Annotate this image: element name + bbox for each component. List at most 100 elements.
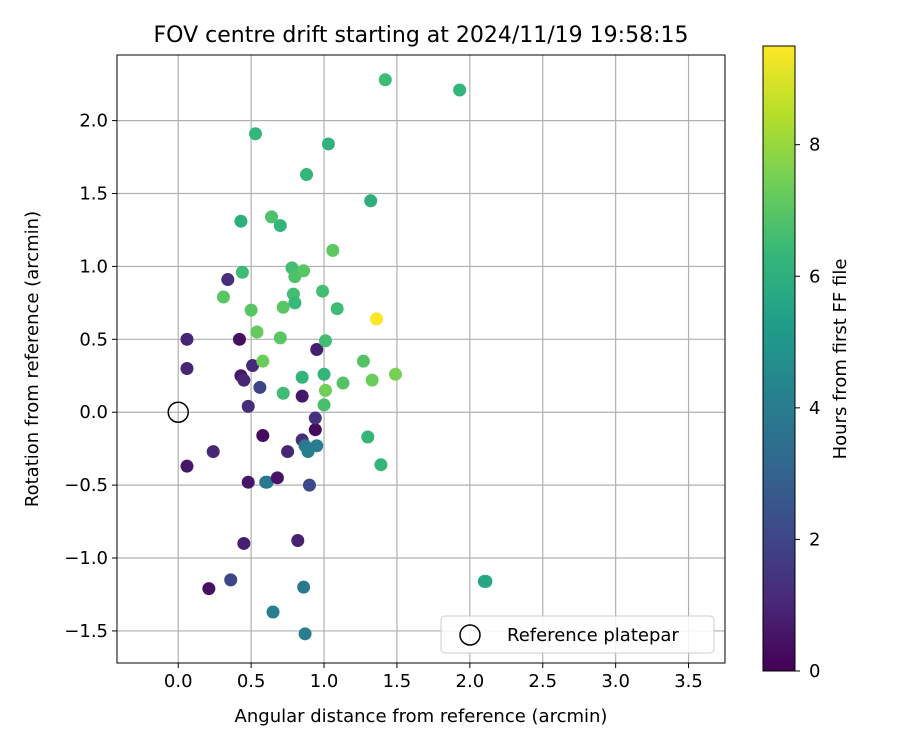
x-tick-label: 3.5: [674, 671, 703, 692]
data-point: [256, 354, 270, 368]
data-point: [365, 373, 379, 387]
data-point: [246, 359, 260, 373]
y-tick-label: −1.0: [64, 548, 108, 569]
legend-marker-open-circle: [459, 624, 481, 646]
data-point: [288, 296, 302, 310]
data-point: [232, 332, 246, 346]
data-point: [224, 573, 238, 587]
reference-marker: [167, 401, 189, 423]
data-point: [281, 445, 295, 459]
data-point: [318, 383, 332, 397]
colorbar: [762, 45, 796, 672]
data-point: [297, 580, 311, 594]
y-tick-label: 1.5: [79, 184, 108, 205]
data-point: [266, 605, 280, 619]
x-tick-label: 1.5: [383, 671, 412, 692]
chart-title: FOV centre drift starting at 2024/11/19 …: [154, 23, 689, 48]
data-point: [291, 534, 305, 548]
data-point: [310, 439, 324, 453]
data-point: [250, 325, 264, 339]
x-tick-label: 2.0: [456, 671, 485, 692]
data-point: [221, 273, 235, 287]
y-tick-label: −0.5: [64, 475, 108, 496]
data-point: [298, 627, 312, 641]
x-ticks: 0.0 0.5 1.0 1.5 2.0 2.5 3.0 3.5: [164, 663, 703, 692]
legend-label: Reference platepar: [507, 625, 679, 646]
x-tick-label: 3.0: [601, 671, 630, 692]
y-ticks: −1.5 −1.0 −0.5 0.0 0.5 1.0 1.5 2.0: [64, 111, 117, 642]
y-tick-label: 1.0: [79, 256, 108, 277]
data-point: [237, 536, 251, 550]
data-point: [364, 194, 378, 208]
data-point: [388, 367, 402, 381]
data-point: [317, 367, 331, 381]
data-point: [234, 214, 248, 228]
data-point: [265, 210, 279, 224]
data-point: [317, 398, 331, 412]
data-point: [180, 332, 194, 346]
data-point: [270, 471, 284, 485]
data-point: [241, 475, 255, 489]
x-tick-label: 0.5: [237, 671, 266, 692]
y-tick-label: 0.0: [79, 402, 108, 423]
data-points: [180, 73, 493, 641]
data-point: [453, 83, 467, 97]
data-point: [202, 582, 216, 596]
grid-lines: [117, 55, 725, 663]
colorbar-tick-label: 2: [809, 529, 820, 550]
colorbar-label: Hours from first FF file: [830, 259, 851, 460]
data-point: [253, 380, 267, 394]
colorbar-ticks: 0 2 4 6 8: [795, 135, 820, 682]
data-point: [308, 423, 322, 437]
data-point: [244, 303, 258, 317]
data-point: [241, 399, 255, 413]
data-point: [318, 334, 332, 348]
data-point: [361, 430, 375, 444]
x-tick-label: 1.0: [310, 671, 339, 692]
data-point: [308, 411, 322, 425]
y-tick-label: 2.0: [79, 111, 108, 132]
data-point: [276, 300, 290, 314]
data-point: [180, 459, 194, 473]
data-point: [310, 343, 324, 357]
data-point: [300, 168, 314, 182]
data-point: [330, 302, 344, 316]
data-point: [235, 265, 249, 279]
x-tick-label: 0.0: [164, 671, 193, 692]
data-point: [295, 370, 309, 384]
data-point: [273, 219, 287, 233]
legend-box: [440, 615, 715, 654]
plot-frame: [116, 54, 726, 664]
data-point: [256, 429, 270, 443]
y-tick-label: −1.5: [64, 621, 108, 642]
data-point: [180, 361, 194, 375]
y-axis-label: Rotation from reference (arcmin): [22, 211, 43, 507]
data-point: [276, 386, 290, 400]
data-point: [260, 475, 274, 489]
x-axis-label: Angular distance from reference (arcmin): [235, 706, 608, 727]
legend: Reference platepar: [440, 615, 715, 654]
data-point: [356, 354, 370, 368]
reference-platepar-point: [167, 401, 189, 423]
data-point: [273, 331, 287, 345]
data-point: [216, 290, 230, 304]
data-point: [206, 445, 220, 459]
data-point: [479, 574, 493, 588]
data-point: [297, 264, 311, 278]
colorbar-tick-label: 6: [809, 266, 820, 287]
colorbar-tick-label: 4: [809, 398, 820, 419]
data-point: [321, 137, 335, 151]
data-point: [316, 284, 330, 298]
data-point: [370, 312, 384, 326]
y-tick-label: 0.5: [79, 329, 108, 350]
data-point: [295, 389, 309, 403]
colorbar-tick-label: 0: [809, 661, 820, 682]
data-point: [302, 478, 316, 492]
data-point: [336, 376, 350, 390]
data-point: [237, 373, 251, 387]
x-tick-label: 2.5: [528, 671, 557, 692]
data-point: [374, 458, 388, 472]
data-point: [378, 73, 392, 87]
colorbar-tick-label: 8: [809, 135, 820, 156]
